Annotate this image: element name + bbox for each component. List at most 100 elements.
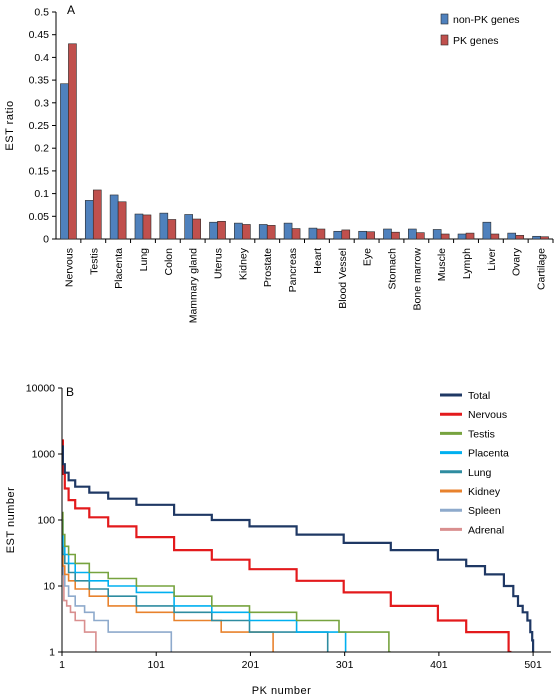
a-y-tick-label: 0.45 [29,29,50,41]
b-y-axis-label: EST number [5,487,17,554]
a-bar-pk [217,220,226,240]
a-category-label: Cartilage [536,248,548,290]
a-y-tick-label: 0.5 [34,7,49,19]
b-series-nervous [62,439,512,652]
a-bar-pk [92,189,102,240]
a-bar-non-pk [134,213,144,240]
b-x-tick-label: 101 [147,659,165,671]
a-category-label: Uterus [213,248,225,279]
a-bar-pk [117,201,127,240]
b-series-total [62,445,535,652]
a-category-label: Stomach [386,248,398,290]
b-series-testis [62,511,391,652]
b-series-placenta [62,519,347,652]
b-legend-label: Testis [468,428,495,440]
a-legend-label: PK genes [453,35,499,47]
a-category-label: Muscle [436,248,448,281]
a-y-axis-label: EST ratio [4,100,16,150]
a-bar-non-pk [109,194,119,240]
a-bar-non-pk [283,222,293,240]
b-y-tick-label: 1 [49,647,55,659]
a-bar-non-pk [159,212,169,240]
a-bar-non-pk [532,235,541,240]
a-bar-non-pk [209,221,218,240]
a-category-label: Nervous [63,248,75,287]
a-bar-pk [167,219,177,240]
a-bar-non-pk [184,214,193,240]
b-legend-label: Kidney [468,486,501,498]
b-panel-label: B [66,385,74,399]
a-bar-pk [540,236,549,240]
b-legend-label: Total [468,390,490,402]
a-bar-non-pk [408,228,417,240]
a-bar-pk [242,224,251,240]
a-category-label: Liver [486,248,498,271]
a-y-tick-label: 0.05 [29,211,50,223]
b-x-tick-label: 1 [59,659,65,671]
a-bar-pk [366,231,375,240]
a-category-label: Bone marrow [411,248,423,311]
a-bar-non-pk [482,221,492,240]
a-bar-pk [266,225,276,240]
a-bar-non-pk [234,222,243,240]
a-legend-label: non-PK genes [453,14,520,26]
a-bar-non-pk [60,83,69,240]
b-y-tick-label: 100 [37,515,55,527]
a-bar-non-pk [308,227,318,240]
a-category-label: Ovary [511,247,523,276]
b-plot-area [62,439,535,652]
a-bar-pk [490,233,500,240]
b-series-adrenal [62,565,97,652]
a-bar-non-pk [507,232,517,240]
b-x-tick-label: 201 [242,659,260,671]
a-category-label: Kidney [237,247,249,280]
a-bar-pk [192,218,201,240]
chart-b: 1 10 100 1000 10000 1 101 201 301 401 501 EST numbe… [5,383,551,697]
a-y-tick-label: 0.35 [29,75,50,87]
a-category-label: Blood Vessel [337,248,349,309]
b-y-tick-label: 10 [43,581,55,593]
b-legend-label: Adrenal [468,524,504,536]
a-bar-non-pk [432,229,442,240]
a-category-label: Pancreas [287,248,299,292]
a-panel-label: A [67,3,75,17]
a-bar-pk [142,214,152,240]
b-x-tick-label: 401 [430,659,448,671]
a-category-label: Placenta [113,248,125,289]
a-category-label: Heart [312,248,324,274]
b-series-spleen [62,553,173,652]
a-bar-pk [515,235,525,240]
a-bar-pk [440,233,450,240]
b-legend-label: Lung [468,467,492,479]
a-y-tick-label: 0.1 [34,188,49,200]
a-bar-non-pk [457,233,467,240]
a-bar-pk [391,231,400,240]
a-bar-non-pk [333,230,343,240]
a-y-tick-label: 0.2 [34,143,49,155]
chart-a: 0 0.05 0.1 0.15 0.2 0.25 0.3 0.35 0.4 0.45 0.5 Nerv… [4,3,554,323]
b-x-tick-label: 501 [524,659,542,671]
a-y-tick-label: 0.4 [34,52,49,64]
a-legend-swatch [440,34,449,46]
a-bar-non-pk [383,228,392,240]
a-bar-pk [341,229,351,240]
a-y-tick-label: 0.3 [34,97,49,109]
a-bar-pk [316,228,326,240]
a-bar-pk [465,232,475,240]
a-category-label: Prostate [262,248,274,287]
a-category-label: Eye [362,248,374,266]
a-category-label: Lung [138,248,150,272]
a-y-tick-label: 0.15 [29,165,50,177]
a-bar-pk [68,43,77,240]
b-series-lung [62,533,329,652]
b-x-tick-label: 301 [336,659,354,671]
b-y-tick-label: 1000 [32,449,56,461]
b-legend-label: Nervous [468,409,507,421]
a-category-label: Testis [88,248,100,275]
b-legend-label: Spleen [468,505,501,517]
a-legend-swatch [440,13,449,25]
b-x-axis-label: PK number [252,685,312,697]
a-category-label: Colon [163,248,175,276]
a-bar-non-pk [258,224,268,240]
a-bar-pk [291,228,301,240]
